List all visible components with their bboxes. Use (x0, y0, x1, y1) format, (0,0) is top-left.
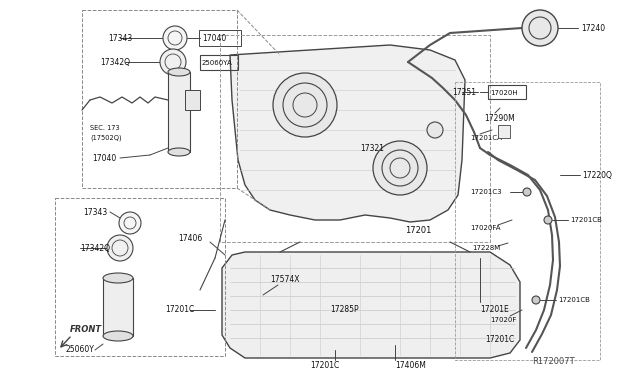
Circle shape (523, 188, 531, 196)
Text: 17201CB: 17201CB (570, 217, 602, 223)
Text: 17220Q: 17220Q (582, 170, 612, 180)
Text: (17502Q): (17502Q) (90, 135, 122, 141)
Text: 17290M: 17290M (484, 113, 515, 122)
Ellipse shape (103, 331, 133, 341)
Text: 17574X: 17574X (270, 276, 300, 285)
Text: 17020H: 17020H (490, 90, 518, 96)
Text: 17201E: 17201E (480, 305, 509, 314)
Circle shape (160, 49, 186, 75)
Text: 17321: 17321 (360, 144, 384, 153)
Text: R172007T: R172007T (532, 357, 575, 366)
Bar (103, 278, 133, 336)
Text: 17020F: 17020F (490, 317, 516, 323)
Text: 17040: 17040 (202, 33, 227, 42)
Text: FRONT: FRONT (70, 326, 102, 334)
Circle shape (532, 296, 540, 304)
Circle shape (544, 216, 552, 224)
Ellipse shape (168, 68, 190, 76)
Text: 17285P: 17285P (330, 305, 358, 314)
Text: 17201CA: 17201CA (470, 135, 502, 141)
Text: 25060YA: 25060YA (202, 60, 233, 66)
Bar (55, 198, 225, 356)
Polygon shape (230, 45, 465, 222)
Bar (200, 55, 238, 70)
Circle shape (107, 235, 133, 261)
Text: 17020FA: 17020FA (470, 225, 500, 231)
Text: 17342Q: 17342Q (80, 244, 110, 253)
Text: 17201C3: 17201C3 (470, 189, 502, 195)
Bar (488, 85, 526, 99)
Text: 17406: 17406 (178, 234, 202, 243)
Text: 17201C: 17201C (485, 336, 515, 344)
Circle shape (119, 212, 141, 234)
Text: 17201C: 17201C (310, 360, 339, 369)
Polygon shape (222, 252, 520, 358)
Polygon shape (498, 125, 510, 138)
Circle shape (163, 26, 187, 50)
Circle shape (427, 122, 443, 138)
Circle shape (522, 10, 558, 46)
Text: 17201: 17201 (405, 225, 431, 234)
Bar (82, 10, 237, 188)
Text: 17342Q: 17342Q (100, 58, 130, 67)
Ellipse shape (103, 273, 133, 283)
Text: 17343: 17343 (108, 33, 132, 42)
Text: 17040: 17040 (92, 154, 116, 163)
Text: 17228M: 17228M (472, 245, 500, 251)
Text: 17406M: 17406M (395, 360, 426, 369)
Text: 17251: 17251 (452, 87, 476, 96)
Circle shape (273, 73, 337, 137)
Text: 17201CB: 17201CB (558, 297, 590, 303)
Bar (168, 72, 190, 152)
Ellipse shape (168, 148, 190, 156)
Text: 17343: 17343 (83, 208, 108, 217)
Text: SEC. 173: SEC. 173 (90, 125, 120, 131)
Text: 25060Y: 25060Y (65, 346, 94, 355)
Text: 17240: 17240 (581, 23, 605, 32)
Text: 17201C: 17201C (165, 305, 195, 314)
Circle shape (373, 141, 427, 195)
Bar (199, 30, 241, 46)
Bar (185, 90, 200, 110)
